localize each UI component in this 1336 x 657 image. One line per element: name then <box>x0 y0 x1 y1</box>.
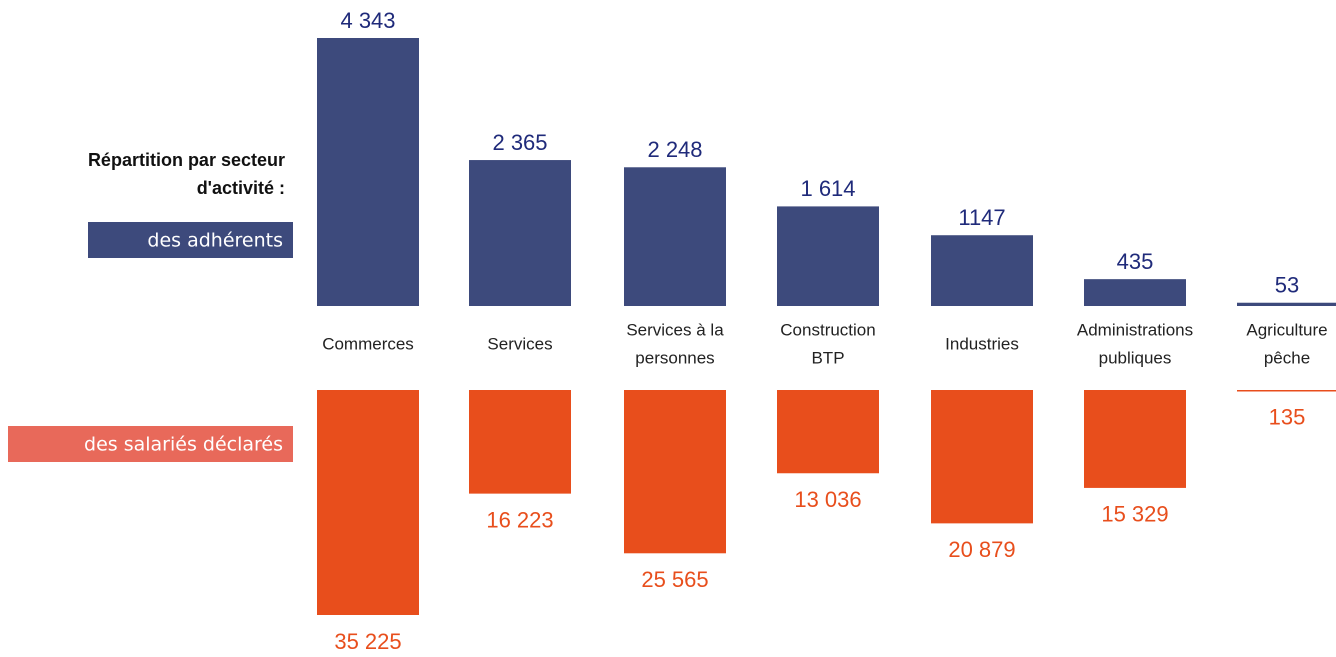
chart-title: d'activité : <box>197 178 285 198</box>
bar <box>931 235 1033 306</box>
value-label: 16 223 <box>486 507 553 532</box>
value-label: 20 879 <box>948 537 1015 562</box>
legend-label: des salariés déclarés <box>84 434 283 456</box>
category-label: Construction <box>780 320 875 339</box>
category-label: Services à la <box>626 320 724 339</box>
bar <box>469 160 571 306</box>
bar <box>777 390 879 474</box>
value-label: 53 <box>1275 273 1299 298</box>
value-label: 435 <box>1117 249 1154 274</box>
category-label: Administrations <box>1077 320 1193 339</box>
value-label: 15 329 <box>1101 502 1168 527</box>
value-label: 35 225 <box>334 629 401 654</box>
bar <box>1237 302 1336 306</box>
bar <box>469 390 571 494</box>
legend-label: des adhérents <box>147 230 283 252</box>
value-label: 1147 <box>958 205 1005 230</box>
category-label: publiques <box>1099 348 1172 367</box>
legend-box <box>8 426 293 462</box>
category-label: Industries <box>945 334 1019 353</box>
legend-box <box>88 222 293 258</box>
category-label: Services <box>487 334 552 353</box>
bar <box>624 167 726 306</box>
bar <box>777 206 879 306</box>
bar <box>1084 279 1186 306</box>
category-label: personnes <box>635 348 714 367</box>
category-label: pêche <box>1264 348 1310 367</box>
value-label: 2 248 <box>647 137 702 162</box>
value-label: 25 565 <box>641 567 708 592</box>
chart-title: Répartition par secteur <box>88 150 285 170</box>
value-label: 135 <box>1269 405 1306 430</box>
value-label: 1 614 <box>800 176 855 201</box>
bar <box>1084 390 1186 488</box>
category-label: Commerces <box>322 334 414 353</box>
value-label: 4 343 <box>340 8 395 33</box>
category-label: Agriculture <box>1246 320 1327 339</box>
category-label: BTP <box>811 348 844 367</box>
value-label: 2 365 <box>492 130 547 155</box>
bar <box>1237 390 1336 392</box>
value-label: 13 036 <box>794 487 861 512</box>
bar <box>317 38 419 306</box>
bar <box>317 390 419 615</box>
bar <box>931 390 1033 524</box>
bar <box>624 390 726 554</box>
